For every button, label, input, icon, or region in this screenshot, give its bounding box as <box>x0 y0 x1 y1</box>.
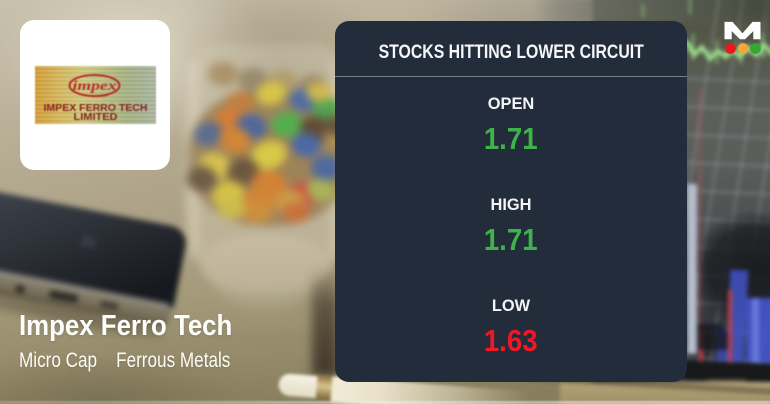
svg-text:GROUP: GROUP <box>92 95 108 99</box>
svg-text:impex: impex <box>73 78 117 93</box>
svg-text:IMPEX FERRO TECH: IMPEX FERRO TECH <box>44 103 148 114</box>
svg-text:LIMITED: LIMITED <box>74 112 118 123</box>
